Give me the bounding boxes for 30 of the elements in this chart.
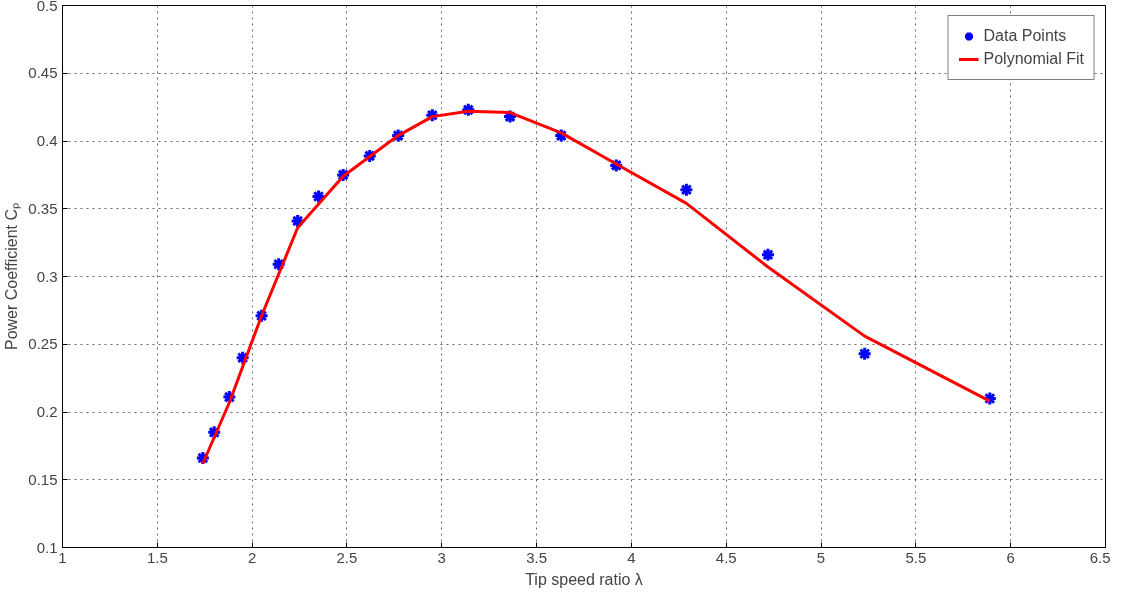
x-tick-label: 6	[1006, 548, 1015, 566]
y-tick-label: 0.2	[36, 403, 58, 420]
x-tick-label: 5.5	[905, 548, 927, 566]
y-tick-label: 0.1	[36, 538, 58, 556]
x-tick-label: 2	[247, 548, 257, 566]
y-tick-label: 0.25	[28, 335, 58, 353]
line-series	[201, 109, 992, 465]
y-tick-label: 0.5	[36, 0, 58, 14]
legend-label: Polynomial Fit	[983, 50, 1084, 68]
x-tick-label: 3.5	[526, 548, 548, 566]
point	[678, 182, 694, 198]
x-tick-label: 1	[58, 548, 67, 566]
x-tick-label: 4	[627, 548, 636, 566]
x-tick-label: 1.5	[146, 548, 168, 566]
point	[857, 346, 873, 362]
y-tick-label: 0.35	[28, 199, 58, 217]
y-axis-title: Power Coefficient Cₚ	[3, 202, 22, 351]
y-tick-label: 0.45	[28, 64, 58, 82]
point	[760, 247, 776, 263]
y-tick-label: 0.3	[36, 267, 58, 285]
x-axis-title: Tip speed ratio λ	[525, 570, 643, 588]
y-tick-label: 0.4	[36, 132, 58, 149]
x-tick-label: 4.5	[715, 548, 737, 566]
point	[311, 189, 327, 205]
y-tick-label: 0.15	[28, 470, 58, 488]
x-tick-label: 5	[816, 548, 826, 566]
legend-label: Data Points	[983, 27, 1067, 45]
x-tick-label: 3	[437, 548, 446, 566]
x-tick-label: 2.5	[336, 548, 358, 566]
x-tick-label: 6.5	[1089, 548, 1111, 566]
